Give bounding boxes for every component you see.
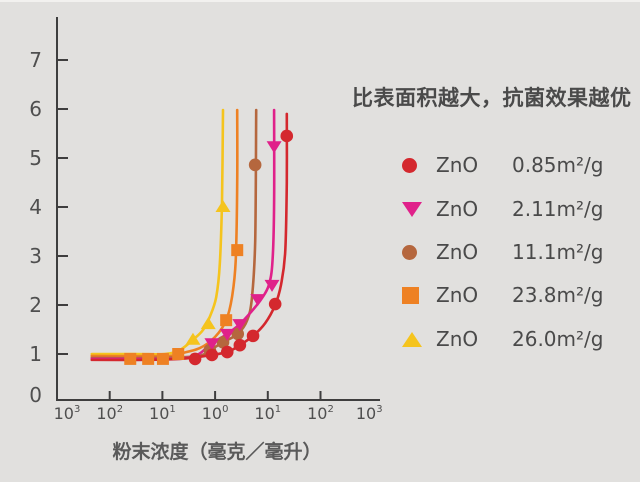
x-axis-title: 粉末浓度（毫克／毫升） [112, 441, 322, 463]
y-tick-label: 7 [29, 48, 42, 72]
y-tick-label: 1 [29, 342, 42, 366]
series-curve-3 [90, 108, 239, 358]
series-markers-0 [188, 129, 294, 366]
y-tick-label: 4 [29, 195, 42, 219]
x-tick-label: 101 [149, 404, 176, 423]
series-curve-0 [90, 112, 289, 362]
x-tick-label: 101 [254, 404, 281, 423]
series-curve-4 [90, 108, 225, 356]
axes [56, 17, 380, 401]
x-tick-label: 103 [54, 404, 81, 423]
chart-title: 比表面积越大，抗菌效果越优 [352, 86, 632, 110]
x-tick-label: 102 [96, 404, 123, 423]
x-tick-label: 103 [356, 404, 383, 423]
y-tick-label: 2 [29, 293, 42, 317]
x-tick-label: 100 [202, 404, 229, 423]
y-tick-label: 5 [29, 146, 42, 170]
series-markers-3 [124, 244, 244, 365]
series-markers-4 [185, 200, 231, 345]
y-tick-label: 6 [29, 97, 42, 121]
x-tick-label: 102 [307, 404, 334, 423]
y-tick-label: 0 [29, 383, 42, 407]
series-markers-1 [204, 141, 282, 351]
y-tick-label: 3 [29, 244, 42, 268]
